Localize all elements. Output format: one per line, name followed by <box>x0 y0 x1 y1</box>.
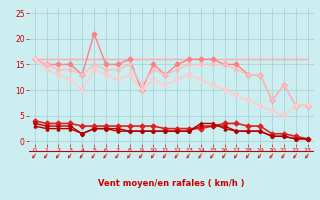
Text: Vent moyen/en rafales ( km/h ): Vent moyen/en rafales ( km/h ) <box>98 178 244 188</box>
